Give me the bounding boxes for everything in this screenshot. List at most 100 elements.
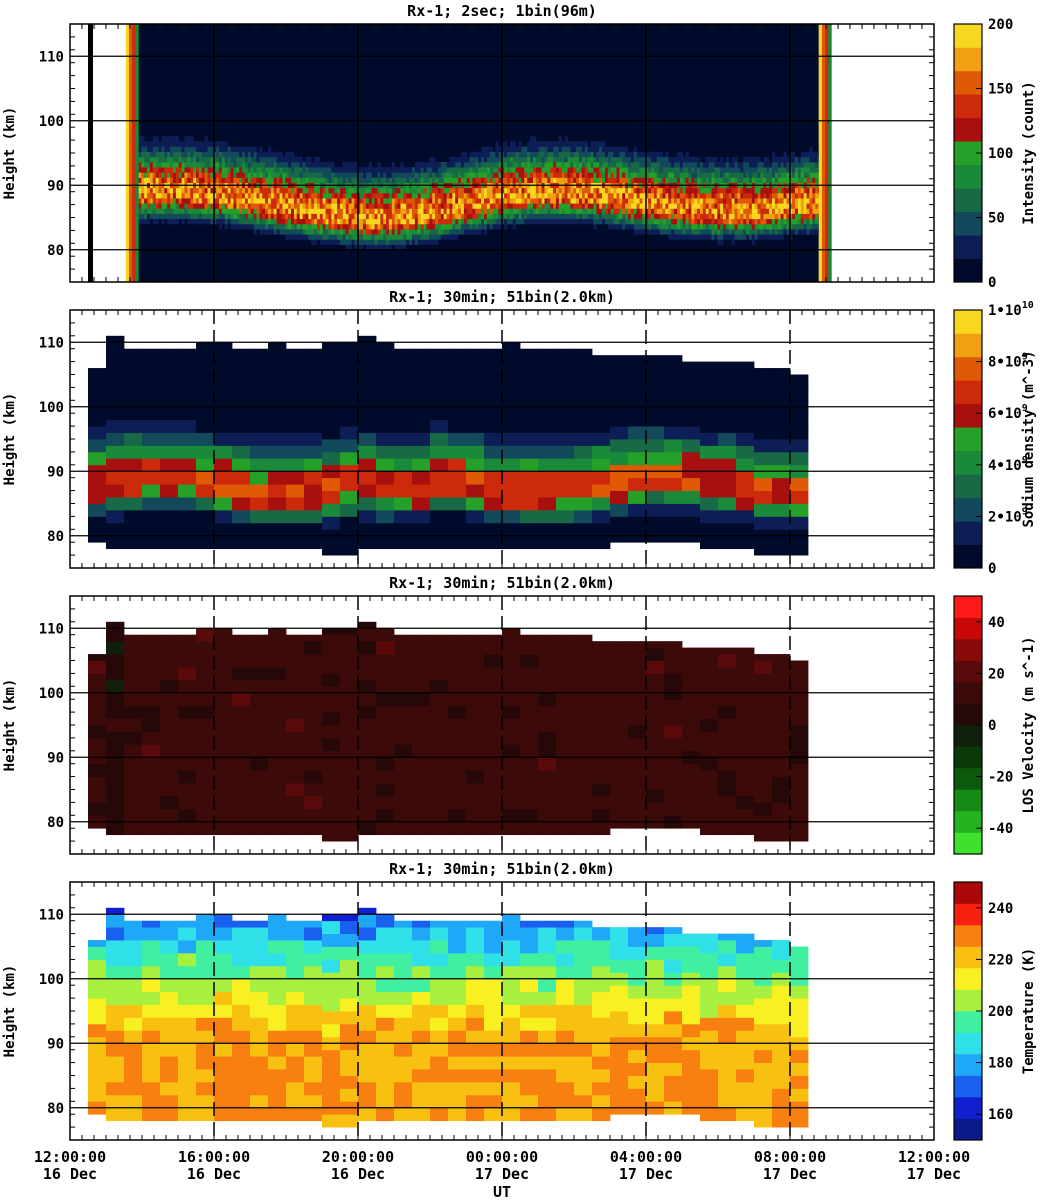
intensity-cell bbox=[170, 192, 174, 199]
intensity-cell bbox=[351, 203, 355, 209]
intensity-cell bbox=[509, 203, 514, 209]
intensity-cell bbox=[193, 151, 197, 158]
intensity-cell bbox=[184, 172, 188, 178]
heatmap-cell bbox=[124, 731, 143, 745]
intensity-cell bbox=[325, 239, 329, 245]
intensity-cell bbox=[256, 208, 260, 214]
intensity-cell bbox=[187, 146, 191, 153]
intensity-cell bbox=[170, 167, 174, 173]
heatmap-cell bbox=[700, 522, 719, 537]
intensity-cell bbox=[219, 223, 223, 230]
intensity-cell bbox=[561, 208, 565, 214]
intensity-cell bbox=[495, 198, 499, 204]
intensity-cell bbox=[270, 229, 275, 235]
heatmap-cell bbox=[160, 731, 179, 745]
intensity-cell bbox=[567, 141, 571, 147]
intensity-cell bbox=[766, 223, 770, 230]
intensity-cell bbox=[426, 192, 430, 199]
intensity-cell bbox=[250, 192, 254, 199]
intensity-cell bbox=[521, 187, 525, 194]
intensity-cell bbox=[282, 187, 286, 194]
intensity-cell bbox=[435, 198, 439, 204]
intensity-cell bbox=[780, 213, 784, 220]
heatmap-cell bbox=[106, 821, 125, 836]
intensity-cell bbox=[512, 172, 516, 178]
intensity-cell bbox=[368, 244, 372, 251]
heatmap-cell bbox=[736, 445, 755, 459]
intensity-cell bbox=[728, 187, 732, 194]
intensity-cell bbox=[512, 141, 516, 147]
intensity-cell bbox=[400, 213, 404, 220]
intensity-cell bbox=[639, 208, 643, 214]
heatmap-cell bbox=[250, 497, 269, 511]
intensity-cell bbox=[305, 223, 309, 230]
heatmap-cell bbox=[358, 393, 377, 408]
heatmap-cell bbox=[772, 503, 791, 517]
heatmap-cell bbox=[754, 503, 773, 517]
intensity-cell bbox=[296, 192, 300, 199]
intensity-cell bbox=[403, 208, 407, 214]
heatmap-cells bbox=[88, 24, 832, 282]
heatmap-cell bbox=[718, 522, 737, 537]
intensity-cell bbox=[181, 162, 185, 168]
intensity-cell bbox=[161, 187, 165, 194]
intensity-cell bbox=[642, 229, 646, 235]
intensity-cell bbox=[486, 151, 491, 158]
heatmap-cell bbox=[106, 705, 125, 719]
intensity-cell bbox=[792, 187, 796, 194]
intensity-cell bbox=[443, 177, 447, 183]
intensity-cell bbox=[420, 198, 424, 204]
intensity-cell bbox=[299, 192, 303, 199]
intensity-cell bbox=[351, 213, 355, 220]
intensity-cell bbox=[613, 156, 617, 163]
intensity-cell bbox=[259, 187, 263, 194]
intensity-cell bbox=[435, 229, 439, 235]
heatmap-cell bbox=[304, 348, 323, 356]
heatmap-cell bbox=[124, 445, 143, 459]
intensity-cell bbox=[230, 151, 234, 158]
intensity-cell bbox=[740, 234, 744, 240]
intensity-cell bbox=[751, 167, 756, 173]
intensity-cell bbox=[630, 213, 635, 220]
intensity-cell bbox=[809, 223, 813, 230]
heatmap-cell bbox=[700, 458, 719, 472]
intensity-cell bbox=[279, 156, 283, 163]
intensity-cell bbox=[219, 146, 223, 153]
intensity-cell bbox=[170, 177, 174, 183]
intensity-cell bbox=[417, 213, 421, 220]
intensity-cell bbox=[737, 218, 741, 225]
intensity-cell bbox=[368, 218, 372, 225]
intensity-cell bbox=[705, 234, 709, 240]
intensity-cell bbox=[613, 162, 617, 168]
intensity-cell bbox=[161, 136, 165, 142]
intensity-cell bbox=[469, 172, 473, 178]
intensity-cell bbox=[662, 218, 666, 225]
colorbar-swatch bbox=[954, 356, 982, 381]
intensity-cell bbox=[538, 177, 542, 183]
intensity-cell bbox=[331, 192, 335, 199]
intensity-cell bbox=[288, 229, 292, 235]
intensity-cell bbox=[723, 234, 727, 240]
heatmap-cell bbox=[610, 490, 629, 504]
intensity-cell bbox=[535, 218, 540, 225]
intensity-cell bbox=[291, 156, 295, 163]
intensity-cell bbox=[288, 167, 292, 173]
heatmap-cell bbox=[196, 355, 215, 369]
intensity-cell bbox=[293, 229, 298, 235]
intensity-cell bbox=[685, 192, 689, 199]
intensity-cell bbox=[184, 141, 188, 147]
intensity-cell bbox=[463, 218, 468, 225]
intensity-cell bbox=[204, 167, 208, 173]
intensity-cell bbox=[221, 156, 226, 163]
intensity-cell bbox=[161, 218, 165, 225]
intensity-cell bbox=[435, 234, 439, 240]
intensity-cell bbox=[668, 218, 672, 225]
heatmap-cell bbox=[502, 406, 521, 421]
intensity-cell bbox=[550, 141, 554, 147]
intensity-cell bbox=[812, 187, 816, 194]
intensity-cell bbox=[815, 162, 819, 168]
heatmap-cell bbox=[466, 497, 485, 511]
intensity-cell bbox=[293, 156, 298, 163]
intensity-cell bbox=[723, 192, 727, 199]
heatmap-cell bbox=[232, 522, 251, 537]
